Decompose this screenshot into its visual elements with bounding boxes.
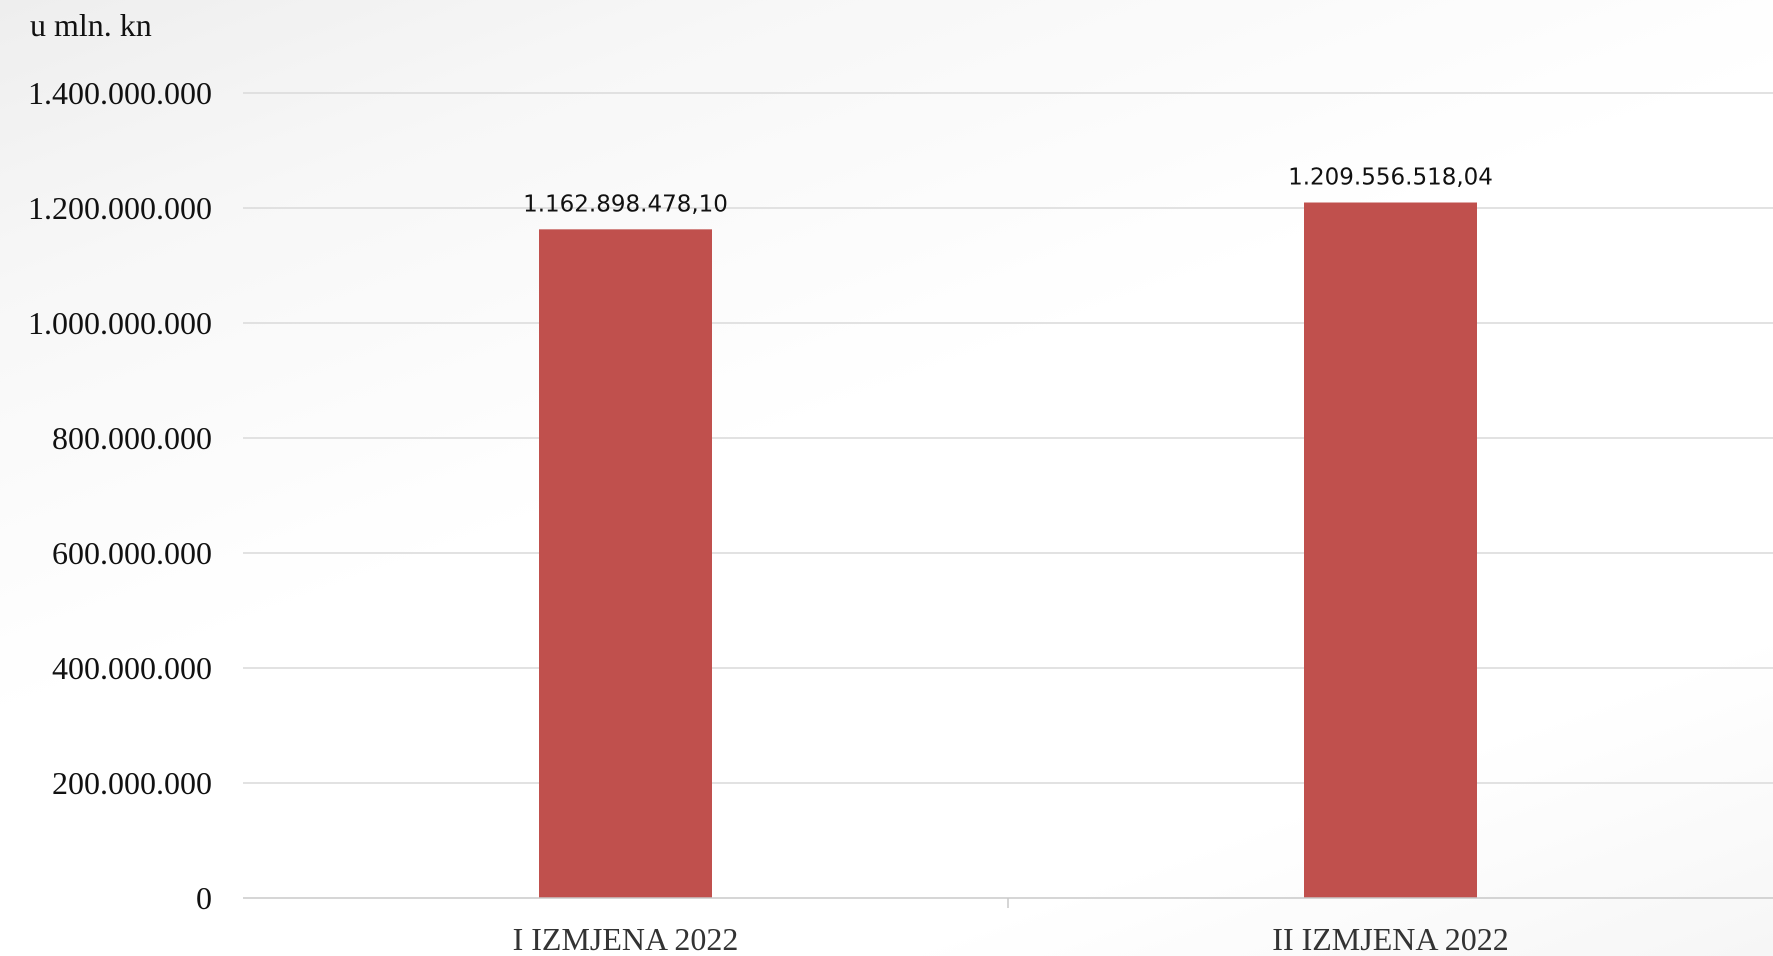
bar <box>539 229 712 898</box>
y-tick-label: 600.000.000 <box>52 535 212 571</box>
y-tick-label: 1.200.000.000 <box>28 190 212 226</box>
y-axis-tick-labels: 0 200.000.000 400.000.000 600.000.000 800.00… <box>28 75 212 916</box>
y-tick-label: 0 <box>196 880 212 916</box>
y-tick-label: 800.000.000 <box>52 420 212 456</box>
y-tick-label: 400.000.000 <box>52 650 212 686</box>
data-labels: 1.162.898.478,10 1.209.556.518,04 <box>523 165 1493 218</box>
bar <box>1304 202 1477 898</box>
data-label: 1.162.898.478,10 <box>523 191 728 217</box>
gridlines <box>243 92 1773 784</box>
x-category-label: II IZMJENA 2022 <box>1272 921 1508 956</box>
y-tick-label: 1.400.000.000 <box>28 75 212 111</box>
bars <box>539 202 1477 898</box>
x-axis: I IZMJENA 2022 II IZMJENA 2022 <box>243 897 1773 956</box>
data-label: 1.209.556.518,04 <box>1288 165 1493 191</box>
unit-label: u mln. kn <box>30 7 152 43</box>
y-tick-label: 1.000.000.000 <box>28 305 212 341</box>
y-tick-label: 200.000.000 <box>52 765 212 801</box>
x-category-label: I IZMJENA 2022 <box>513 921 739 956</box>
